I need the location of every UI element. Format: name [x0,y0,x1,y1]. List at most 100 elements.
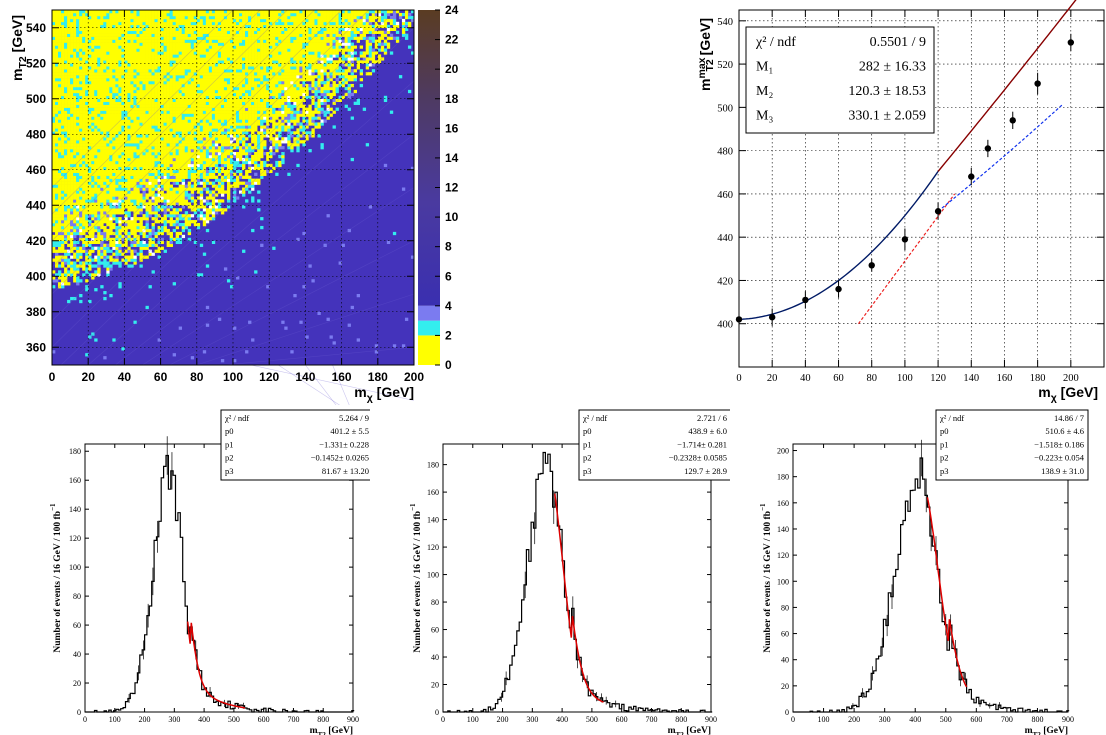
heatmap-cell [55,51,59,55]
heatmap-cell [91,125,95,129]
heatmap-cell [76,199,80,203]
heatmap-cell [208,81,213,85]
heatmap-cell [175,98,179,103]
heatmap-cell [181,107,186,111]
heatmap-cell [169,104,173,108]
heatmap-cell [217,205,222,209]
heatmap-cell [100,246,104,250]
heatmap-cell [187,92,192,97]
heatmap-cell [169,187,173,191]
heatmap-cell [79,57,83,61]
heatmap-cell [52,12,56,17]
heatmap-cell [58,220,62,224]
heatmap-cell [217,42,222,46]
heatmap-cell [193,69,198,73]
heatmap-cell [97,166,101,171]
heatmap-cell [79,125,83,129]
heatmap-cell [187,24,192,29]
heatmap-cell [169,15,173,20]
heatmap-cell [58,202,62,206]
heatmap-cell [175,146,179,150]
heatmap-cell [157,36,161,40]
heatmap-cell [181,60,186,64]
heatmap-cell [124,104,128,108]
heatmap-cell [82,273,86,277]
heatmap-cell [184,116,189,120]
heatmap-cell [154,101,158,105]
heatmap-cell [172,202,176,206]
heatmap-cell [94,258,98,262]
heatmap-cell [73,21,77,26]
heatmap-cell [94,225,98,230]
heatmap-cell [85,181,89,185]
heatmap-cell [133,119,137,123]
heatmap-cell [187,51,192,55]
heatmap-cell [172,110,176,114]
heatmap-cell [115,163,119,168]
heatmap-cell [163,249,167,253]
heatmap-cell [160,125,164,129]
heatmap-cell [190,214,195,218]
heatmap-cell [109,214,113,218]
heatmap-cell [205,89,210,94]
heatmap-cell [127,113,131,117]
heatmap-cell [97,66,101,70]
heatmap-cell [166,83,170,88]
heatmap-cell [139,33,143,37]
heatmap-cell [145,39,149,43]
heatmap-cell [220,107,225,111]
heatmap-cell [181,154,186,159]
heatmap-cell [220,81,225,85]
heatmap-cell [94,187,98,191]
heatmap-cell [91,181,95,185]
heatmap-cell [136,10,140,14]
heatmap-cell [223,149,228,153]
heatmap-cell [100,51,104,55]
heatmap-cell [115,95,119,100]
heatmap-cell [100,86,104,91]
heatmap-cell [148,140,152,144]
heatmap-cell [148,30,152,34]
heatmap-cell [196,181,201,185]
heatmap-cell [220,86,225,91]
heatmap-cell [202,166,207,171]
heatmap-cell [229,27,234,32]
heatmap-cell [151,51,155,55]
heatmap-cell [100,231,104,236]
heatmap-cell [223,140,228,144]
heatmap-cell [112,69,116,73]
heatmap-cell [55,255,59,259]
heatmap-cell [211,137,216,141]
heatmap-cell [154,234,158,239]
heatmap-cell [239,116,243,120]
heatmap-cell [58,234,62,239]
heatmap-cell [199,86,204,91]
heatmap-cell [190,21,195,26]
heatmap-cell [236,101,240,105]
heatmap-cell [184,36,189,40]
heatmap-cell [202,66,207,70]
heatmap-cell [100,33,104,37]
heatmap-cell [226,137,231,141]
heatmap-cell [136,166,140,171]
heatmap-cell [52,60,56,64]
heatmap-cell [205,107,210,111]
heatmap-cell [58,237,62,242]
heatmap-cell [112,36,116,40]
heatmap-cell [133,48,137,52]
heatmap-cell [70,30,74,34]
heatmap-cell [103,296,107,301]
heatmap-cell [55,24,59,29]
heatmap-cell [112,128,116,132]
heatmap-cell [142,113,146,117]
heatmap-cell [175,78,179,82]
heatmap-cell [226,51,231,55]
heatmap-cell [166,187,170,191]
heatmap-cell [82,83,86,88]
heatmap-cell [178,51,183,55]
heatmap-cell [178,12,183,17]
heatmap-cell [205,63,210,67]
heatmap-cell [121,95,125,100]
heatmap-cell [242,98,246,103]
heatmap-cell [58,95,62,100]
